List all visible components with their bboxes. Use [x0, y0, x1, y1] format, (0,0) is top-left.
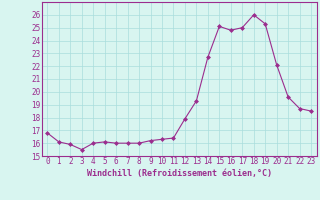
- X-axis label: Windchill (Refroidissement éolien,°C): Windchill (Refroidissement éolien,°C): [87, 169, 272, 178]
